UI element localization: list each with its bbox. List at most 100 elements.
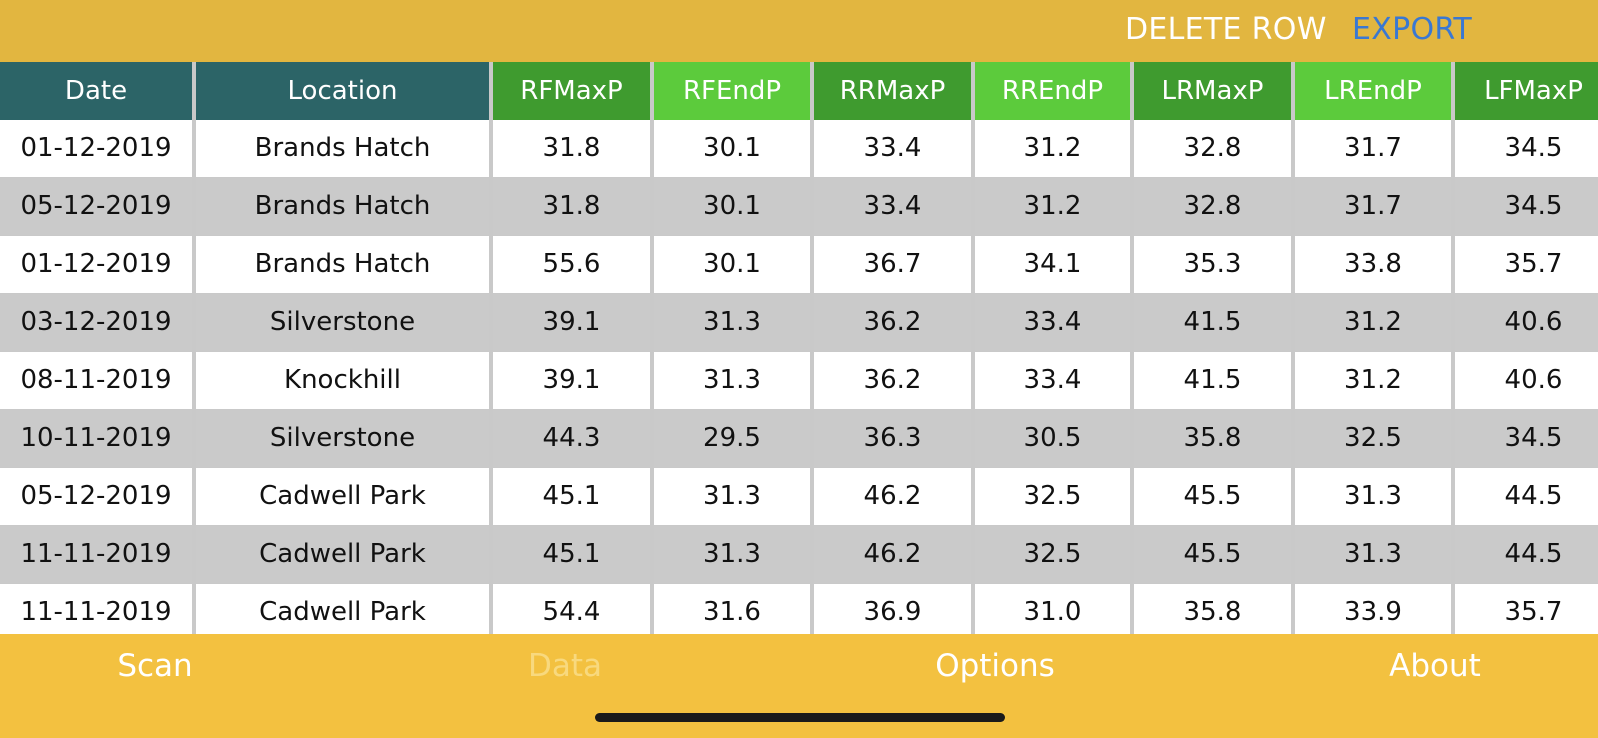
cell-rrmaxp: 46.2 xyxy=(814,526,971,583)
cell-rfmaxp: 44.3 xyxy=(493,410,650,467)
cell-date: 11-11-2019 xyxy=(0,584,192,634)
tab-scan[interactable]: Scan xyxy=(117,648,193,684)
cell-date: 08-11-2019 xyxy=(0,352,192,409)
column-header-lrmaxp[interactable]: LRMaxP xyxy=(1134,62,1291,120)
cell-rfmaxp: 31.8 xyxy=(493,120,650,177)
cell-rrendp: 34.1 xyxy=(975,236,1130,293)
cell-rrendp: 33.4 xyxy=(975,294,1130,351)
cell-date: 05-12-2019 xyxy=(0,468,192,525)
cell-lrendp: 32.5 xyxy=(1295,410,1451,467)
cell-lfmaxp: 34.5 xyxy=(1455,120,1598,177)
cell-lfmaxp: 40.6 xyxy=(1455,352,1598,409)
cell-lrendp: 31.3 xyxy=(1295,468,1451,525)
bottom-tab-bar: Scan Data Options About xyxy=(0,634,1598,738)
column-header-date[interactable]: Date xyxy=(0,62,192,120)
cell-rrendp: 31.2 xyxy=(975,120,1130,177)
cell-lrmaxp: 41.5 xyxy=(1134,352,1291,409)
cell-rrendp: 32.5 xyxy=(975,526,1130,583)
column-header-rrmaxp[interactable]: RRMaxP xyxy=(814,62,971,120)
cell-rfendp: 30.1 xyxy=(654,236,810,293)
cell-lrmaxp: 45.5 xyxy=(1134,526,1291,583)
top-toolbar: DELETE ROW EXPORT xyxy=(0,0,1598,62)
table-row[interactable]: 03-12-2019 Silverstone 39.1 31.3 36.2 33.4 41.… xyxy=(0,294,1598,352)
cell-rfmaxp: 39.1 xyxy=(493,352,650,409)
cell-rrmaxp: 36.7 xyxy=(814,236,971,293)
table-row[interactable]: 05-12-2019 Cadwell Park 45.1 31.3 46.2 32.5 45… xyxy=(0,468,1598,526)
cell-date: 01-12-2019 xyxy=(0,236,192,293)
tab-options[interactable]: Options xyxy=(935,648,1055,684)
cell-lrmaxp: 45.5 xyxy=(1134,468,1291,525)
cell-date: 10-11-2019 xyxy=(0,410,192,467)
table-row[interactable]: 01-12-2019 Brands Hatch 55.6 30.1 36.7 34.1 35… xyxy=(0,236,1598,294)
export-button[interactable]: EXPORT xyxy=(1352,12,1472,47)
cell-location: Cadwell Park xyxy=(196,584,489,634)
cell-rfendp: 29.5 xyxy=(654,410,810,467)
data-table[interactable]: Date Location RFMaxP RFEndP RRMaxP RREnd… xyxy=(0,62,1598,634)
cell-rfmaxp: 54.4 xyxy=(493,584,650,634)
cell-location: Brands Hatch xyxy=(196,120,489,177)
cell-rrmaxp: 33.4 xyxy=(814,120,971,177)
cell-rfmaxp: 45.1 xyxy=(493,468,650,525)
cell-lfmaxp: 35.7 xyxy=(1455,584,1598,634)
cell-rrmaxp: 33.4 xyxy=(814,178,971,235)
table-row[interactable]: 08-11-2019 Knockhill 39.1 31.3 36.2 33.4 41.5 3… xyxy=(0,352,1598,410)
cell-lrendp: 31.2 xyxy=(1295,352,1451,409)
cell-lfmaxp: 44.5 xyxy=(1455,468,1598,525)
column-header-rrendp[interactable]: RREndP xyxy=(975,62,1130,120)
cell-rfendp: 31.3 xyxy=(654,526,810,583)
cell-lfmaxp: 34.5 xyxy=(1455,410,1598,467)
table-row[interactable]: 11-11-2019 Cadwell Park 45.1 31.3 46.2 32.5 45… xyxy=(0,526,1598,584)
cell-location: Knockhill xyxy=(196,352,489,409)
cell-location: Brands Hatch xyxy=(196,236,489,293)
cell-lfmaxp: 34.5 xyxy=(1455,178,1598,235)
cell-rfendp: 31.3 xyxy=(654,294,810,351)
cell-rfendp: 31.6 xyxy=(654,584,810,634)
table-row[interactable]: 11-11-2019 Cadwell Park 54.4 31.6 36.9 31.0 35… xyxy=(0,584,1598,634)
cell-lrendp: 31.2 xyxy=(1295,294,1451,351)
tab-about[interactable]: About xyxy=(1389,648,1481,684)
delete-row-button[interactable]: DELETE ROW xyxy=(1125,12,1327,47)
cell-lrendp: 31.7 xyxy=(1295,178,1451,235)
cell-rrmaxp: 36.2 xyxy=(814,352,971,409)
cell-rfmaxp: 31.8 xyxy=(493,178,650,235)
table-row[interactable]: 10-11-2019 Silverstone 44.3 29.5 36.3 30.5 35.… xyxy=(0,410,1598,468)
cell-lrmaxp: 35.8 xyxy=(1134,410,1291,467)
table-row[interactable]: 05-12-2019 Brands Hatch 31.8 30.1 33.4 31.2 32… xyxy=(0,178,1598,236)
cell-rrendp: 30.5 xyxy=(975,410,1130,467)
cell-lrendp: 33.9 xyxy=(1295,584,1451,634)
cell-lrmaxp: 35.8 xyxy=(1134,584,1291,634)
cell-lrmaxp: 41.5 xyxy=(1134,294,1291,351)
cell-lrendp: 33.8 xyxy=(1295,236,1451,293)
cell-lfmaxp: 44.5 xyxy=(1455,526,1598,583)
cell-lfmaxp: 35.7 xyxy=(1455,236,1598,293)
tab-data[interactable]: Data xyxy=(527,648,603,684)
cell-date: 05-12-2019 xyxy=(0,178,192,235)
home-indicator xyxy=(595,713,1005,722)
cell-date: 11-11-2019 xyxy=(0,526,192,583)
column-header-lfmaxp[interactable]: LFMaxP xyxy=(1455,62,1598,120)
cell-rrmaxp: 36.3 xyxy=(814,410,971,467)
cell-lrendp: 31.7 xyxy=(1295,120,1451,177)
column-header-rfendp[interactable]: RFEndP xyxy=(654,62,810,120)
cell-rfendp: 31.3 xyxy=(654,352,810,409)
cell-location: Cadwell Park xyxy=(196,468,489,525)
cell-location: Silverstone xyxy=(196,294,489,351)
table-row[interactable]: 01-12-2019 Brands Hatch 31.8 30.1 33.4 31.2 32… xyxy=(0,120,1598,178)
column-header-lrendp[interactable]: LREndP xyxy=(1295,62,1451,120)
cell-rfendp: 30.1 xyxy=(654,120,810,177)
cell-rfmaxp: 55.6 xyxy=(493,236,650,293)
cell-rrmaxp: 36.2 xyxy=(814,294,971,351)
cell-date: 03-12-2019 xyxy=(0,294,192,351)
cell-lrendp: 31.3 xyxy=(1295,526,1451,583)
cell-rrendp: 33.4 xyxy=(975,352,1130,409)
cell-rfendp: 31.3 xyxy=(654,468,810,525)
column-header-rfmaxp[interactable]: RFMaxP xyxy=(493,62,650,120)
cell-location: Silverstone xyxy=(196,410,489,467)
cell-rfendp: 30.1 xyxy=(654,178,810,235)
cell-rrmaxp: 36.9 xyxy=(814,584,971,634)
column-header-location[interactable]: Location xyxy=(196,62,489,120)
cell-date: 01-12-2019 xyxy=(0,120,192,177)
cell-rrendp: 31.0 xyxy=(975,584,1130,634)
cell-lfmaxp: 40.6 xyxy=(1455,294,1598,351)
